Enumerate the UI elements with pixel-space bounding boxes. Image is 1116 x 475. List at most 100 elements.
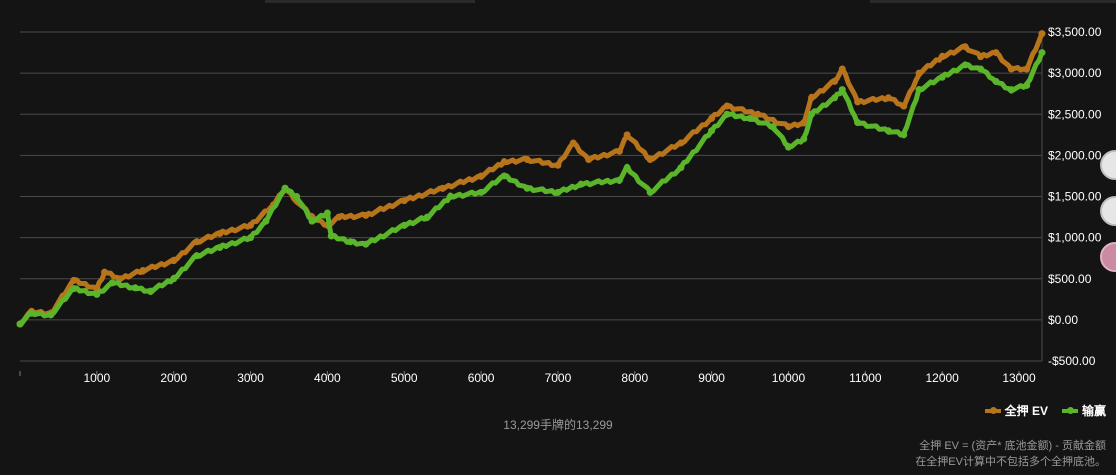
data-point: [335, 213, 343, 221]
x-axis: 1000 2000 3000 4000 5000 6000 7000 8000 9000 1000…: [19, 371, 1036, 385]
x-tick-label: 1000: [83, 371, 110, 385]
data-point: [808, 110, 816, 118]
footnote-line-1: 全押 EV = (资产* 底池金额) - 贡献金额: [919, 440, 1106, 452]
data-point: [262, 217, 270, 225]
data-point: [961, 61, 969, 69]
data-point: [70, 276, 78, 284]
x-tick-label: 8000: [621, 371, 648, 385]
data-point: [247, 221, 255, 229]
data-point: [831, 94, 839, 102]
footnote-line-2: 在全押EV计算中不包括多个全押底池。: [915, 456, 1106, 468]
data-point: [646, 155, 654, 163]
x-tick-label: 13000: [1002, 371, 1036, 385]
data-point: [446, 193, 454, 200]
data-point: [193, 252, 201, 260]
data-point: [938, 53, 946, 61]
data-point: [131, 284, 139, 292]
y-tick-label: $500.00: [1048, 272, 1092, 286]
data-point: [992, 49, 1000, 57]
data-point: [1038, 30, 1046, 38]
footnote: 全押 EV = (资产* 底池金额) - 贡献金额 在全押EV计算中不包括多个全…: [915, 438, 1106, 470]
y-tick-label: -$500.00: [1048, 354, 1096, 368]
hands-caption: 13,299手牌的13,299: [503, 418, 613, 432]
y-tick-label: $2,000.00: [1048, 148, 1102, 162]
data-point: [327, 232, 335, 240]
y-tick-label: $0.00: [1048, 313, 1078, 327]
data-point: [170, 257, 178, 265]
data-point: [615, 147, 623, 155]
data-point: [554, 188, 562, 196]
data-point: [500, 158, 508, 166]
data-point: [400, 197, 408, 205]
data-point: [977, 53, 985, 61]
x-tick-label: 6000: [468, 371, 495, 385]
data-point: [400, 221, 408, 229]
data-point: [477, 188, 485, 196]
data-point: [900, 102, 908, 110]
legend-label-ev: 全押 EV: [1004, 404, 1048, 418]
x-tick-label: 5000: [391, 371, 418, 385]
data-point: [247, 234, 255, 242]
data-point: [938, 73, 946, 81]
data-point: [646, 188, 654, 196]
data-point: [346, 238, 354, 246]
data-point: [569, 139, 577, 147]
data-point: [854, 118, 862, 126]
legend-swatch-ev: [984, 406, 1001, 414]
data-point: [93, 290, 101, 298]
data-point: [554, 161, 562, 169]
data-point: [70, 285, 78, 293]
data-point: [170, 275, 178, 283]
data-point: [362, 240, 370, 248]
data-point: [281, 184, 289, 192]
data-point: [800, 118, 808, 126]
grid-lines: [20, 31, 1043, 362]
data-point: [800, 135, 808, 143]
data-point: [746, 114, 754, 122]
data-point: [1023, 81, 1031, 89]
data-point: [831, 77, 839, 85]
data-point: [784, 143, 792, 151]
data-point: [108, 279, 116, 287]
legend-label-winnings: 输赢: [1081, 404, 1106, 418]
data-point: [838, 65, 846, 73]
legend-item-ev[interactable]: 全押 EV: [984, 402, 1048, 419]
data-point: [47, 311, 55, 319]
x-tick-label: 11000: [849, 371, 882, 385]
data-point: [915, 86, 923, 94]
top-edge-bar: [265, 0, 475, 3]
data-point: [854, 98, 862, 106]
data-point: [362, 211, 370, 219]
y-tick-label: $1,000.00: [1048, 231, 1102, 245]
series-0: [16, 30, 1046, 328]
data-point: [677, 139, 685, 147]
data-point: [500, 172, 508, 180]
data-point: [293, 193, 301, 200]
data-point: [723, 110, 731, 118]
data-point: [16, 320, 24, 328]
data-point: [784, 123, 792, 131]
y-tick-label: $3,000.00: [1048, 66, 1102, 80]
x-tick-label: 10000: [772, 371, 806, 385]
x-tick-label: 4000: [314, 371, 341, 385]
data-point: [961, 43, 969, 51]
x-tick-label: 2000: [160, 371, 187, 385]
legend: 全押 EV 输赢: [984, 402, 1106, 419]
data-point: [439, 184, 447, 192]
data-point: [754, 110, 762, 118]
data-point: [139, 267, 147, 275]
data-point: [477, 172, 485, 180]
y-axis-labels: -$500.00 $0.00 $500.00 $1,000.00 $1,500.00 $2…: [1048, 25, 1102, 368]
series-line: [18, 51, 1045, 328]
x-tick-label: 7000: [545, 371, 572, 385]
data-point: [723, 102, 731, 110]
data-point: [992, 77, 1000, 85]
data-point: [708, 114, 716, 122]
data-point: [147, 287, 155, 295]
legend-item-winnings[interactable]: 输赢: [1061, 402, 1106, 419]
data-point: [884, 127, 892, 135]
y-tick-label: $2,500.00: [1048, 107, 1102, 121]
data-point: [523, 155, 531, 163]
y-tick-label: $3,500.00: [1048, 25, 1102, 39]
